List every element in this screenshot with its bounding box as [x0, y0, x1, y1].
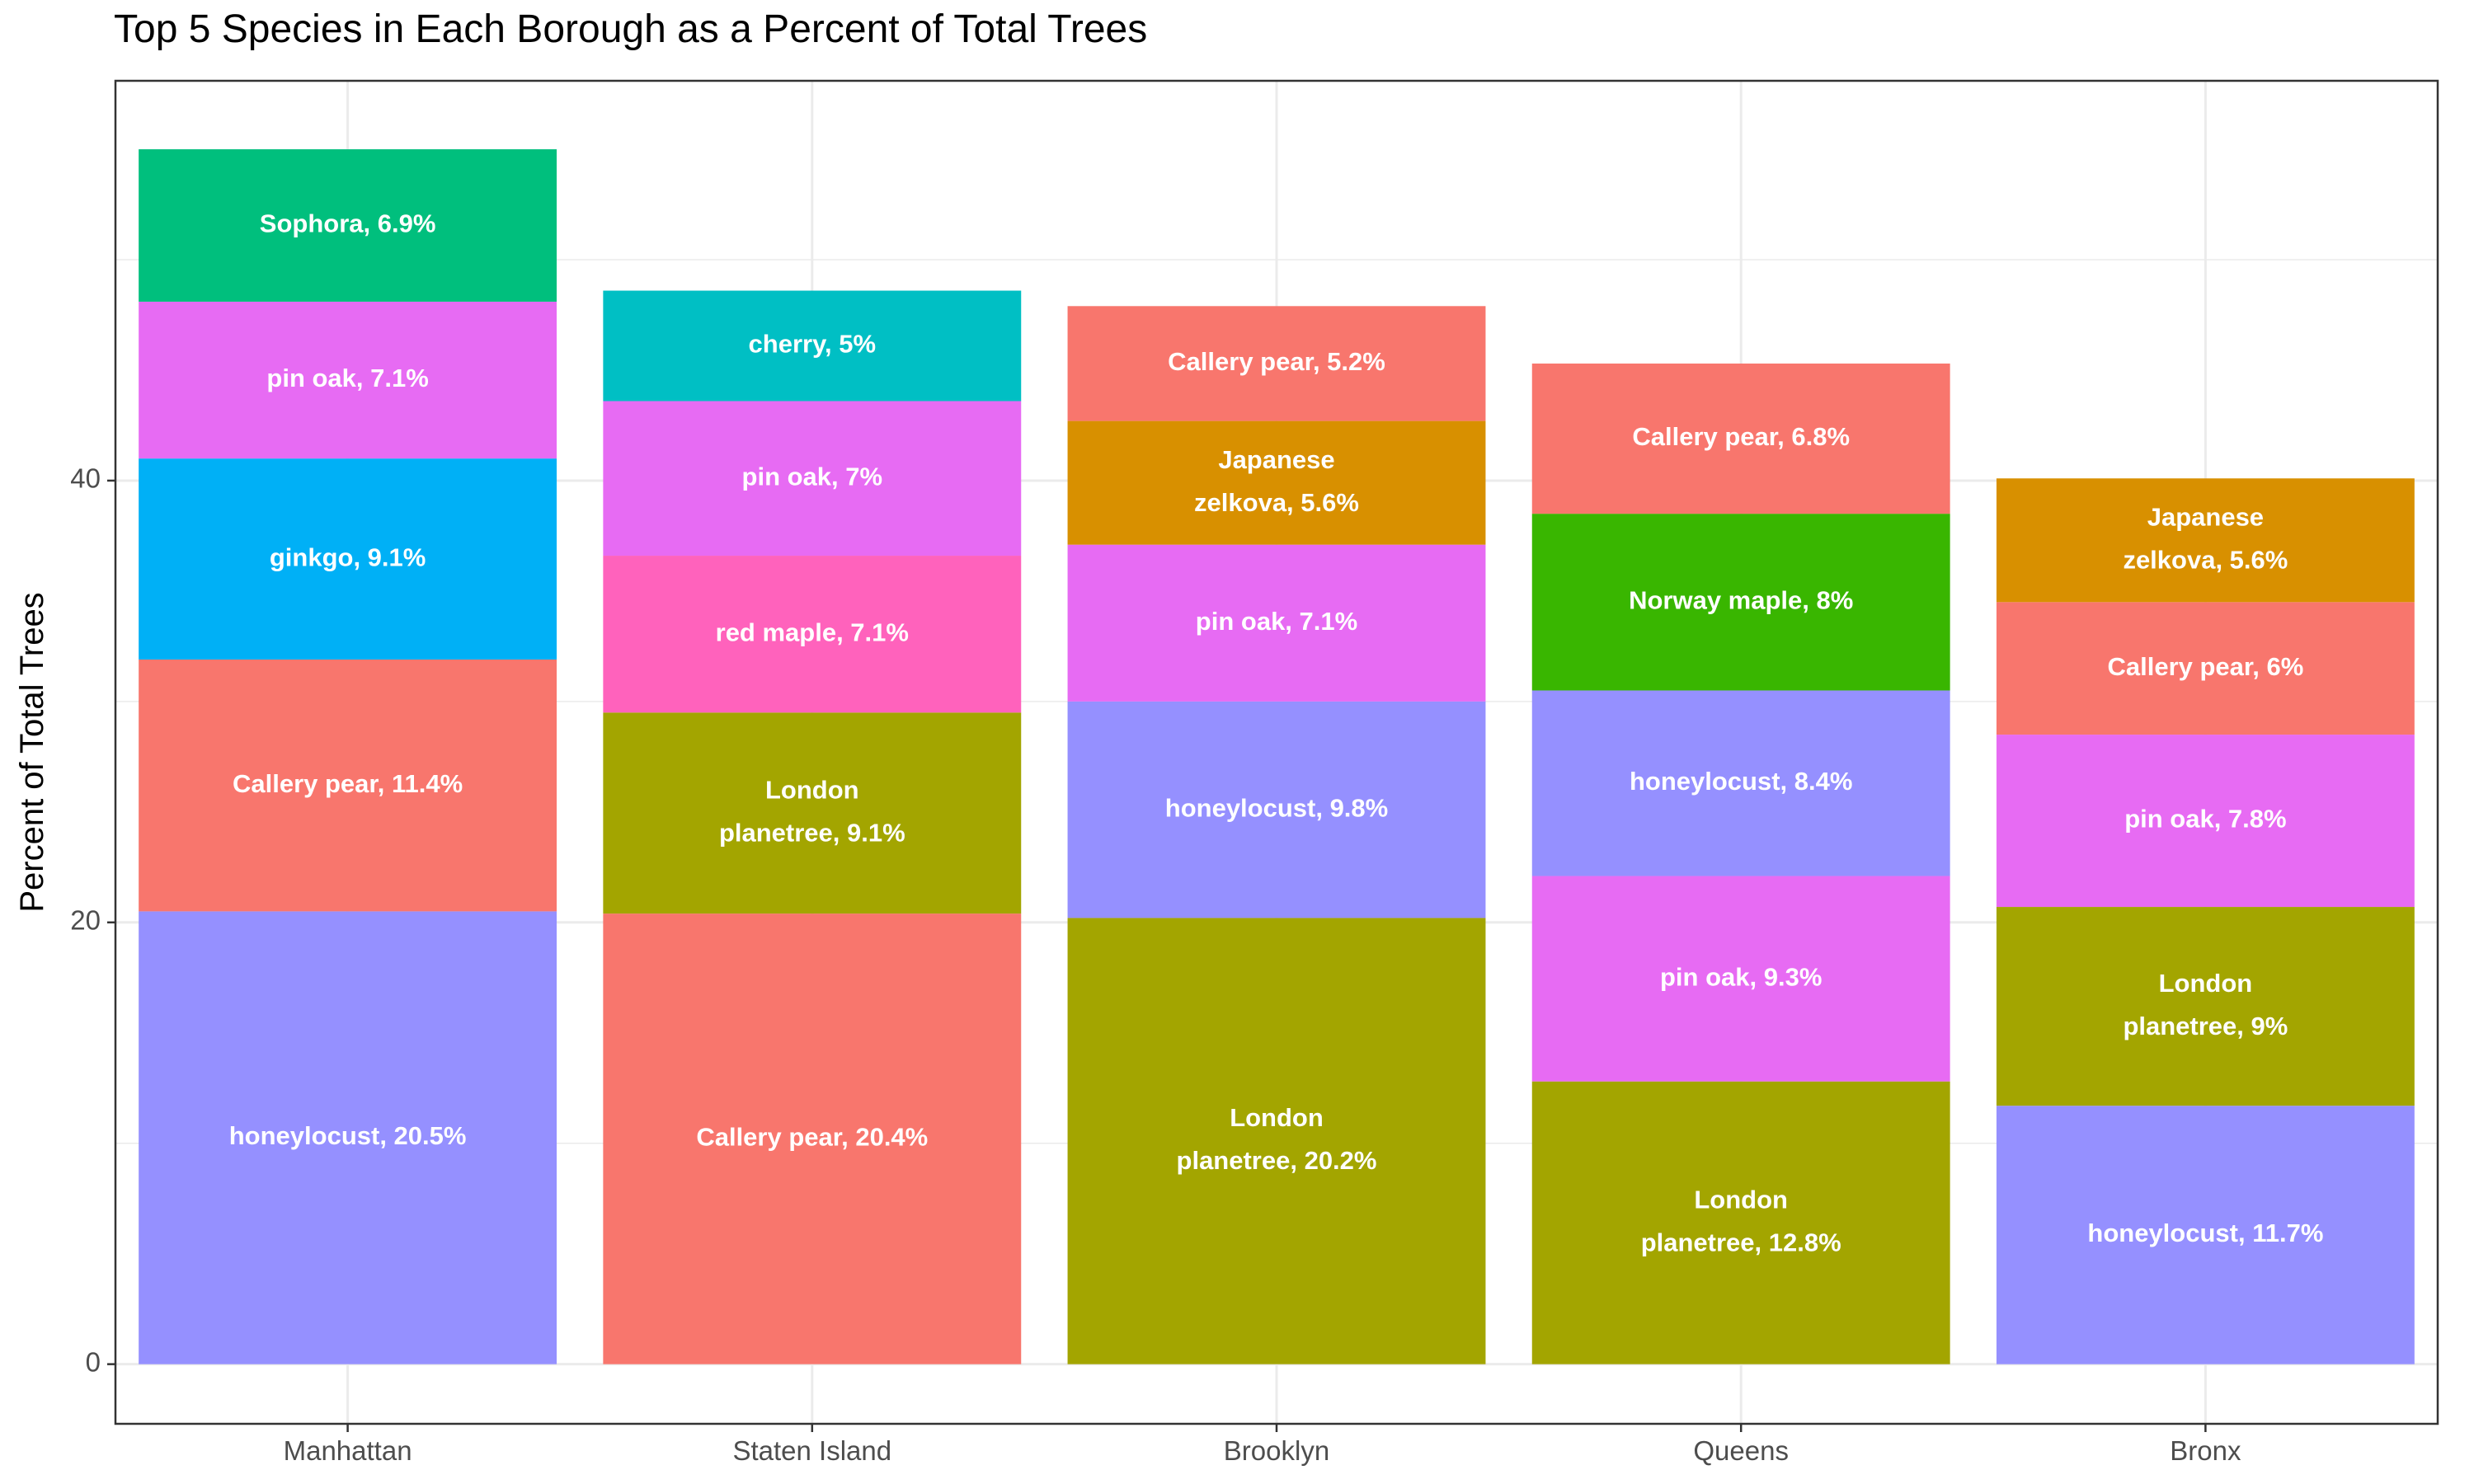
data-label: pin oak, 7% — [742, 462, 883, 491]
bar-segment — [603, 401, 1022, 556]
bar-segment — [1531, 690, 1950, 876]
bar-segment — [1996, 1106, 2415, 1364]
x-tick-label: Manhattan — [284, 1435, 412, 1466]
bar-segment — [1067, 544, 1486, 702]
bar-segment — [139, 149, 557, 302]
data-label: honeylocust, 8.4% — [1630, 767, 1852, 796]
data-label: London — [1230, 1103, 1324, 1132]
data-label: Callery pear, 5.2% — [1168, 347, 1385, 376]
data-label: honeylocust, 20.5% — [229, 1121, 467, 1150]
data-label: Japanese — [2147, 502, 2264, 531]
bar-segment — [139, 911, 557, 1364]
data-label: planetree, 20.2% — [1177, 1146, 1377, 1175]
bar-segment — [1996, 478, 2415, 603]
bar-segment — [603, 290, 1022, 402]
bar-segment — [1531, 1081, 1950, 1364]
bar-segment — [1996, 907, 2415, 1106]
bar-segment — [139, 659, 557, 912]
y-tick-label: 40 — [70, 463, 101, 494]
bar-segment — [139, 458, 557, 660]
bar-segment — [139, 301, 557, 459]
data-label: Callery pear, 11.4% — [233, 769, 463, 798]
data-label: pin oak, 7.8% — [2124, 805, 2286, 834]
data-label: pin oak, 7.1% — [266, 364, 428, 392]
data-label: Callery pear, 6.8% — [1632, 422, 1850, 451]
y-tick-label: 20 — [70, 905, 101, 936]
y-axis-title: Percent of Total Trees — [14, 592, 50, 912]
data-label: London — [765, 775, 859, 804]
bar-segment — [1067, 306, 1486, 421]
bar-segment — [1067, 701, 1486, 918]
data-label: Callery pear, 6% — [2107, 652, 2303, 681]
data-label: Norway maple, 8% — [1629, 585, 1853, 614]
x-tick-label: Queens — [1693, 1435, 1789, 1466]
bar-segment — [603, 712, 1022, 914]
bar-segment — [1996, 602, 2415, 735]
data-label: planetree, 9.1% — [719, 818, 905, 847]
label-layer: honeylocust, 20.5% Callery pear, 11.4% gin… — [229, 209, 2324, 1257]
data-label: zelkova, 5.6% — [2123, 545, 2288, 574]
data-label: ginkgo, 9.1% — [270, 542, 426, 571]
bar-segment — [1531, 363, 1950, 514]
bar-segment — [1531, 514, 1950, 691]
x-tick-label: Brooklyn — [1224, 1435, 1329, 1466]
x-tick-label: Bronx — [2170, 1435, 2241, 1466]
bar-layer — [139, 149, 2415, 1364]
data-label: London — [1694, 1185, 1788, 1214]
data-label: cherry, 5% — [749, 330, 877, 359]
data-label: planetree, 9% — [2123, 1012, 2288, 1040]
data-label: Callery pear, 20.4% — [696, 1123, 928, 1152]
x-tick-label: Staten Island — [732, 1435, 891, 1466]
bar-segment — [1067, 918, 1486, 1364]
data-label: pin oak, 9.3% — [1660, 962, 1822, 991]
chart-title: Top 5 Species in Each Borough as a Perce… — [114, 7, 1148, 51]
data-label: honeylocust, 9.8% — [1165, 793, 1388, 822]
bar-segment — [1996, 735, 2415, 908]
bar-segment — [1531, 876, 1950, 1082]
data-label: zelkova, 5.6% — [1194, 488, 1359, 517]
axis-layer: 0 20 40 Manhattan Staten Island Brooklyn Queen… — [14, 79, 2439, 1466]
data-label: pin oak, 7.1% — [1196, 607, 1357, 636]
bar-segment — [1067, 420, 1486, 545]
bar-segment — [603, 913, 1022, 1364]
data-label: London — [2159, 969, 2253, 998]
data-label: planetree, 12.8% — [1641, 1228, 1841, 1256]
data-label: honeylocust, 11.7% — [2087, 1219, 2323, 1247]
y-tick-label: 0 — [86, 1346, 101, 1377]
bar-segment — [603, 556, 1022, 713]
data-label: red maple, 7.1% — [716, 618, 909, 646]
data-label: Sophora, 6.9% — [260, 209, 436, 238]
data-label: Japanese — [1218, 445, 1334, 474]
